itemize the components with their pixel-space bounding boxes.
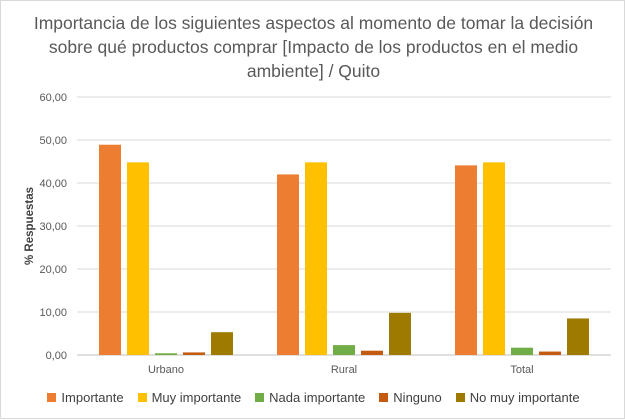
legend-swatch <box>455 393 465 402</box>
legend-label: No muy importante <box>469 390 580 405</box>
legend-item: Ninguno <box>379 390 442 405</box>
chart-title: Importancia de los siguientes aspectos a… <box>33 13 594 81</box>
y-axis-title: % Respuestas <box>24 187 36 265</box>
legend-swatch <box>47 393 57 402</box>
bar-muy-importante-rural <box>305 162 327 355</box>
legend-item: Importante <box>47 390 124 405</box>
bar-muy-importante-urbano <box>127 162 149 355</box>
bar-importante-urbano <box>99 144 121 355</box>
y-tick-label: 10,00 <box>39 307 67 319</box>
bar-nada-importante-total <box>511 347 533 355</box>
legend-label: Muy importante <box>151 390 242 405</box>
y-tick-label: 50,00 <box>39 135 67 147</box>
y-tick-label: 30,00 <box>39 221 67 233</box>
bar-no-muy-importante-total <box>567 318 589 355</box>
legend-label: Importante <box>61 390 124 405</box>
x-tick-label: Rural <box>331 364 357 376</box>
bar-nada-importante-rural <box>333 345 355 355</box>
x-tick-label: Urbano <box>148 364 184 376</box>
y-tick-label: 40,00 <box>39 178 67 190</box>
legend-swatch <box>137 393 147 402</box>
bar-ninguno-rural <box>361 350 383 355</box>
x-tick-label: Total <box>510 364 533 376</box>
y-tick-label: 20,00 <box>39 264 67 276</box>
bar-no-muy-importante-urbano <box>211 332 233 355</box>
chart-legend: Importante Muy importante Nada importante N… <box>1 390 625 405</box>
legend-item: Nada importante <box>255 390 365 405</box>
legend-swatch <box>255 393 265 402</box>
legend-label: Ninguno <box>393 390 442 405</box>
bar-nada-importante-urbano <box>155 353 177 355</box>
legend-label: Nada importante <box>269 390 366 405</box>
bar-no-muy-importante-rural <box>389 312 411 355</box>
bar-ninguno-total <box>539 351 561 355</box>
y-tick-label: 60,00 <box>39 92 67 104</box>
bar-ninguno-urbano <box>183 352 205 355</box>
legend-item: Muy importante <box>137 390 242 405</box>
bar-importante-rural <box>277 174 299 355</box>
bar-muy-importante-total <box>483 162 505 355</box>
y-tick-label: 0,00 <box>46 350 67 362</box>
bar-importante-total <box>455 165 477 355</box>
legend-item: No muy importante <box>455 390 580 405</box>
legend-swatch <box>379 393 389 402</box>
